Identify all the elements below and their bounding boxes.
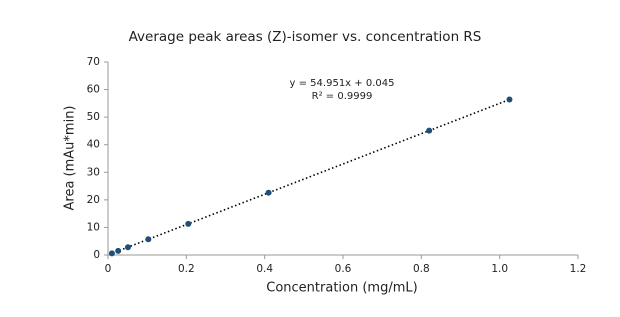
- y-tick-label: 10: [87, 221, 100, 233]
- data-point: [108, 250, 115, 257]
- data-point: [145, 236, 152, 243]
- y-tick-label: 30: [87, 166, 100, 178]
- data-point: [426, 127, 433, 134]
- x-axis-title: Concentration (mg/mL): [266, 281, 417, 296]
- data-point: [115, 247, 122, 254]
- y-axis-title: Area (mAu*min): [63, 105, 78, 210]
- x-tick-label: 1.0: [491, 263, 508, 275]
- x-tick-label: 0.4: [256, 263, 273, 275]
- trendline: [111, 98, 510, 255]
- y-tick-label: 70: [87, 56, 100, 68]
- trendline-equation: y = 54.951x + 0.045: [290, 78, 395, 89]
- y-tick-label: 60: [87, 84, 100, 96]
- data-point: [124, 244, 131, 251]
- x-tick-label: 0: [105, 263, 112, 275]
- x-tick-label: 0.6: [335, 263, 352, 275]
- data-point: [506, 96, 513, 103]
- data-point: [185, 220, 192, 227]
- x-tick-label: 0.2: [178, 263, 195, 275]
- y-tick-label: 0: [93, 249, 100, 261]
- x-tick-label: 1.2: [570, 263, 587, 275]
- y-tick-label: 20: [87, 194, 100, 206]
- y-tick-label: 40: [87, 139, 100, 151]
- trendline-r-squared: R² = 0.9999: [312, 91, 373, 102]
- data-point: [265, 189, 272, 196]
- chart-title: Average peak areas (Z)-isomer vs. concen…: [129, 29, 482, 45]
- y-tick-label: 50: [87, 111, 100, 123]
- x-tick-label: 0.8: [413, 263, 430, 275]
